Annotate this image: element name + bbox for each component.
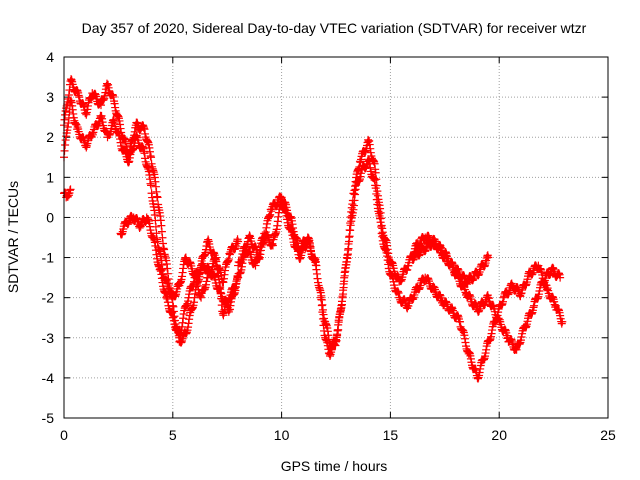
- data-point: [66, 185, 75, 194]
- x-tick-label: 15: [383, 427, 399, 443]
- grid-layer: [64, 57, 608, 418]
- y-tick-label: 0: [46, 209, 54, 225]
- data-point: [234, 237, 243, 246]
- data-point: [484, 253, 493, 262]
- tick-label-layer: 0 5 10 15 20 25 -5 -4 -3 -2 -1 0 1 2 3 4: [42, 49, 616, 443]
- data-point: [344, 244, 353, 253]
- y-tick-label: -5: [42, 410, 55, 426]
- y-tick-label: -1: [42, 250, 55, 266]
- x-axis-label: GPS time / hours: [281, 458, 388, 474]
- series-trace-7: [60, 185, 75, 202]
- chart-title: Day 357 of 2020, Sidereal Day-to-day VTE…: [82, 20, 587, 36]
- y-tick-label: -2: [42, 290, 55, 306]
- x-tick-label: 20: [491, 427, 507, 443]
- data-layer: [60, 75, 567, 383]
- y-axis-label: SDTVAR / TECUs: [5, 181, 21, 293]
- x-tick-label: 25: [600, 427, 616, 443]
- y-tick-label: 1: [46, 169, 54, 185]
- y-tick-label: -3: [42, 330, 55, 346]
- tick-layer: [63, 56, 609, 419]
- x-tick-label: 10: [274, 427, 290, 443]
- plot-frame: [63, 56, 609, 419]
- x-tick-label: 5: [169, 427, 177, 443]
- y-tick-label: 4: [46, 49, 54, 65]
- data-point: [212, 253, 221, 262]
- data-point: [318, 308, 327, 317]
- data-point: [558, 317, 567, 326]
- y-tick-label: 2: [46, 129, 54, 145]
- y-tick-label: 3: [46, 89, 54, 105]
- x-tick-label: 0: [60, 427, 68, 443]
- series-trace-6: [408, 235, 565, 354]
- y-tick-label: -4: [42, 370, 55, 386]
- series-trace-5: [316, 155, 567, 383]
- data-point: [147, 181, 156, 190]
- data-point: [556, 273, 565, 282]
- data-point: [337, 300, 346, 309]
